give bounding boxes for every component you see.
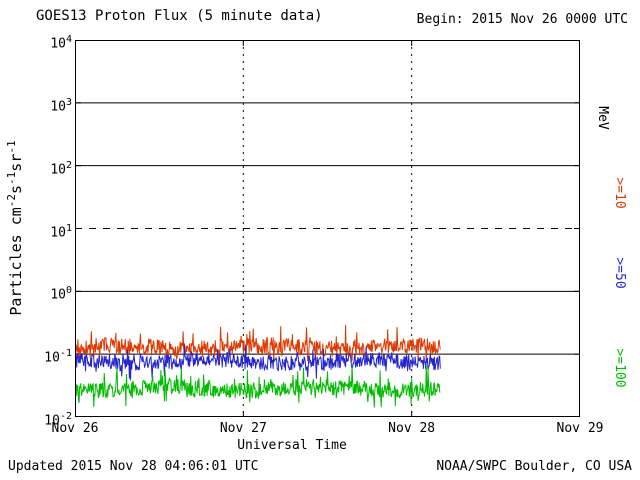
x-axis-label: Universal Time (237, 438, 347, 453)
y-tick-label: 10-1 (44, 348, 72, 366)
legend-entry-50: >=50 (612, 257, 627, 289)
plot-area (75, 40, 580, 417)
updated-timestamp: Updated 2015 Nov 28 04:06:01 UTC (8, 459, 259, 474)
trace-ge50-mev (75, 343, 441, 381)
plot-frame (75, 40, 580, 417)
credit-noaa-swpc: NOAA/SWPC Boulder, CO USA (436, 459, 632, 474)
begin-timestamp-label: Begin: 2015 Nov 26 0000 UTC (416, 12, 628, 27)
x-tick-label: Nov 29 (556, 421, 604, 436)
trace-ge10-mev (75, 324, 441, 365)
x-tick-label: Nov 27 (219, 421, 267, 436)
legend-entry-10: >=10 (612, 177, 627, 209)
y-tick-label: 101 (50, 222, 72, 240)
trace-ge100-mev (75, 364, 441, 408)
y-tick-label: 100 (50, 285, 72, 303)
y-tick-label: 10-2 (44, 411, 72, 429)
y-tick-label: 103 (50, 96, 72, 115)
y-axis-label: Particles cm-2s-1sr-1 (5, 140, 25, 316)
y-tick-label: 104 (50, 34, 72, 52)
legend-entry-100: >=100 (612, 348, 627, 388)
legend-unit-mev: MeV (595, 106, 610, 130)
chart-title: GOES13 Proton Flux (5 minute data) (36, 8, 323, 24)
y-tick-label: 102 (50, 159, 72, 177)
x-tick-label: Nov 28 (388, 421, 436, 436)
x-tick-label: Nov 26 (51, 421, 99, 436)
